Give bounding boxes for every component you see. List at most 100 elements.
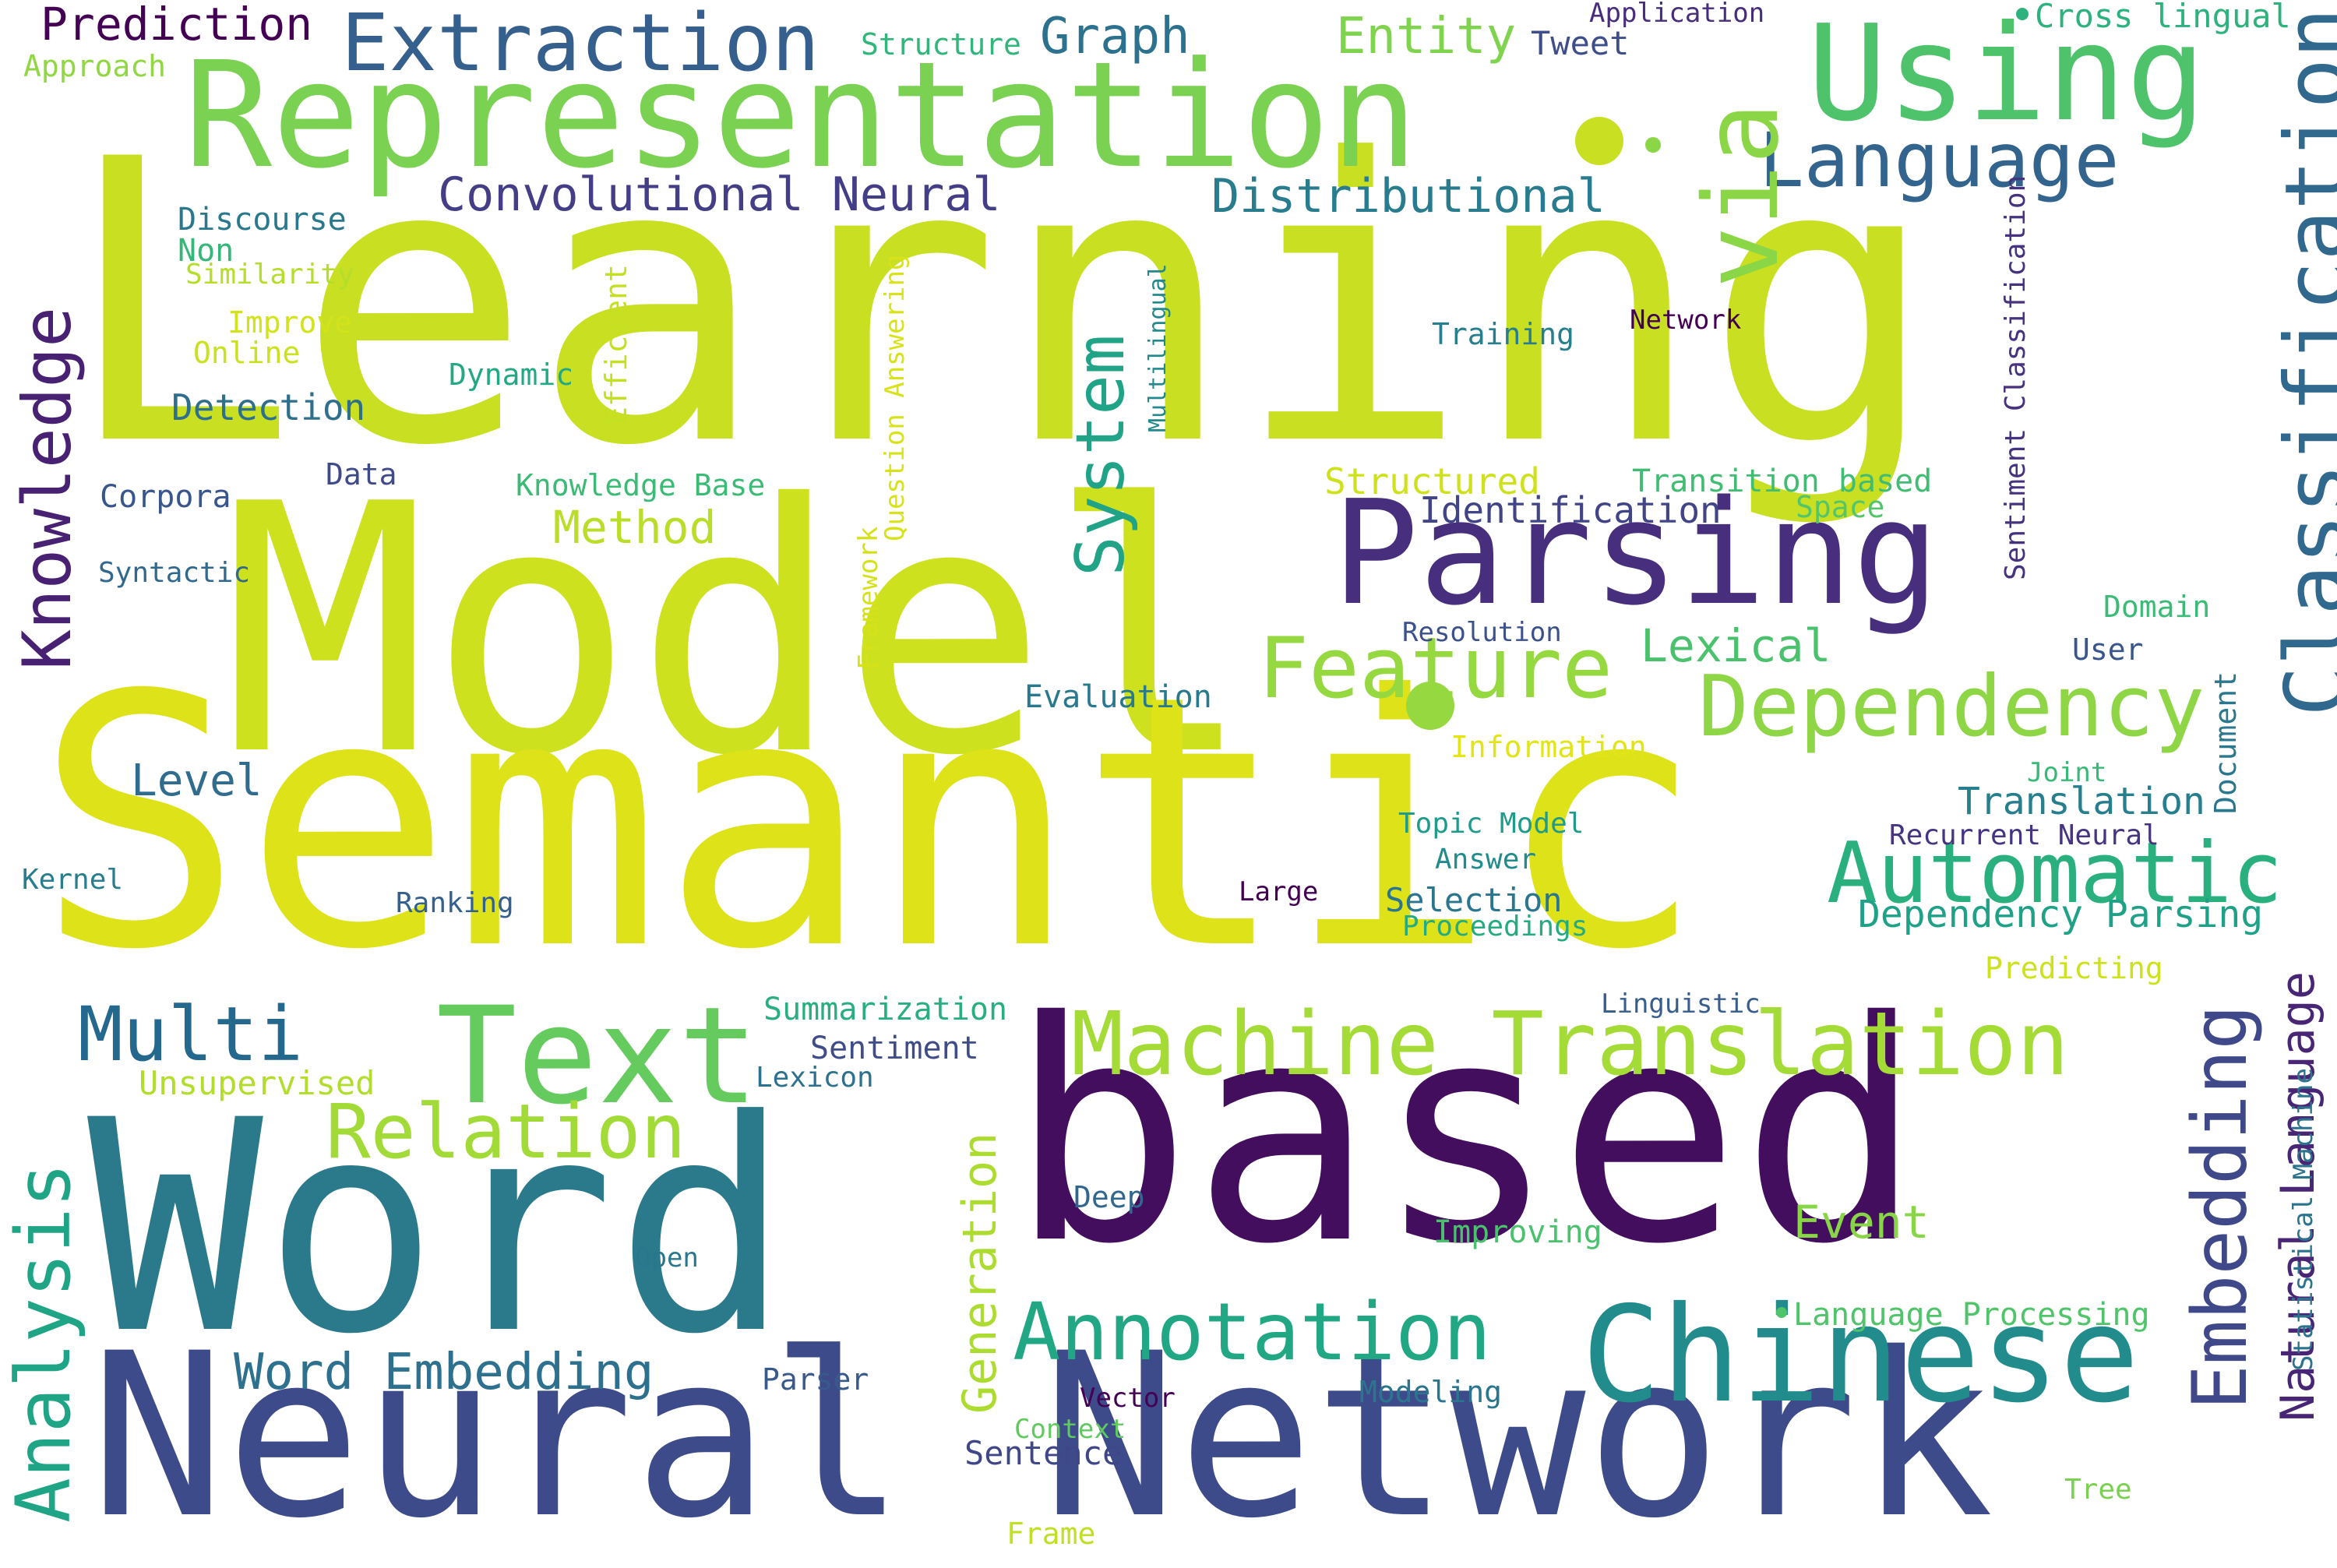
word-kernel: Kernel	[22, 864, 124, 896]
word-application: Application	[1589, 0, 1765, 29]
word-network: Network	[1630, 305, 1742, 336]
word-deep: Deep	[1073, 1180, 1145, 1214]
word-knowledge: Knowledge	[9, 307, 86, 670]
word-joint: Joint	[2027, 757, 2107, 788]
word-similarity: Similarity	[185, 259, 354, 291]
word-discourse: Discourse	[178, 202, 347, 238]
word-non: Non	[178, 233, 234, 269]
word-answer: Answer	[1435, 844, 1537, 876]
word-large: Large	[1239, 876, 1319, 907]
word-chinese: Chinese	[1581, 1278, 2140, 1432]
word-improving: Improving	[1433, 1214, 1602, 1250]
word-structured: Structured	[1324, 460, 1540, 502]
word-sentence: Sentence	[964, 1434, 1123, 1472]
word-context: Context	[1014, 1414, 1126, 1445]
word-learning: Learning	[62, 77, 1939, 530]
word-dependency-parsing: Dependency Parsing	[1858, 893, 2264, 936]
word-based: based	[1009, 957, 1923, 1310]
word-frame: Frame	[1006, 1517, 1096, 1551]
word-translation: Translation	[1958, 780, 2205, 823]
word-user: User	[2072, 632, 2144, 667]
word-machine-translation: Machine Translation	[1071, 994, 2070, 1095]
word-summarization: Summarization	[763, 992, 1008, 1027]
word-system: System	[1062, 334, 1140, 576]
word-word: Word	[87, 1059, 791, 1398]
word-cross-lingual: Cross lingual	[2035, 0, 2291, 35]
word-representation: Representation	[184, 30, 1419, 201]
word-tweet: Tweet	[1531, 24, 1630, 62]
word-method: Method	[553, 501, 717, 554]
word-linguistic: Linguistic	[1601, 988, 1761, 1020]
word-structure: Structure	[861, 27, 1021, 62]
word-space: Space	[1796, 490, 1885, 524]
word-neural-network: Neural Network	[90, 1305, 1994, 1568]
word-distributional: Distributional	[1211, 169, 1606, 224]
word-multilingual: Multilingual	[1144, 263, 1172, 432]
word-graph: Graph	[1040, 8, 1190, 65]
word-text: Text	[436, 978, 760, 1134]
word-domain: Domain	[2103, 590, 2211, 624]
word-generation: Generation	[953, 1132, 1007, 1414]
word-automatic: Automatic	[1827, 825, 2283, 922]
word-language-processing: Language Processing	[1793, 1297, 2150, 1333]
word-unsupervised: Unsupervised	[139, 1064, 375, 1102]
word-efficient: Efficient	[599, 264, 633, 425]
word-training: Training	[1432, 317, 1575, 351]
word-syntactic: Syntactic	[98, 557, 251, 589]
word-lexical: Lexical	[1641, 619, 1831, 672]
word-parsing: Parsing	[1332, 469, 1940, 637]
word-knowledge-base: Knowledge Base	[516, 468, 766, 502]
word-entity: Entity	[1336, 8, 1517, 65]
word-parser: Parser	[762, 1362, 869, 1397]
word-transition-based: Transition based	[1632, 463, 1933, 499]
word-detection: Detection	[171, 386, 366, 428]
word-identification: Identification	[1419, 489, 1722, 531]
word-proceedings: Proceedings	[1402, 911, 1588, 943]
word-dynamic: Dynamic	[449, 358, 574, 392]
word-evaluation: Evaluation	[1024, 679, 1212, 715]
dot-5	[1776, 1307, 1787, 1318]
word-approach: Approach	[23, 49, 167, 83]
word-relation: Relation	[326, 1088, 686, 1175]
word-level: Level	[131, 756, 263, 806]
word-lexicon: Lexicon	[756, 1062, 874, 1094]
word-ranking: Ranking	[396, 887, 514, 919]
word-vector: Vector	[1080, 1383, 1176, 1414]
word-predicting: Predicting	[1985, 951, 2163, 985]
word-data: Data	[326, 457, 397, 492]
word-extraction: Extraction	[341, 0, 820, 90]
word-via: via	[1682, 102, 1802, 288]
word-multi: Multi	[78, 991, 303, 1078]
word-sentiment: Sentiment	[810, 1031, 979, 1066]
dot-4	[2016, 8, 2029, 20]
dot-2	[1406, 682, 1454, 730]
word-modeling: Modeling	[1359, 1375, 1503, 1409]
word-word-embedding: Word Embedding	[234, 1344, 654, 1401]
word-annotation: Annotation	[1013, 1286, 1492, 1379]
word-statistical-machine: Statistical Machine	[2288, 1068, 2319, 1371]
word-online: Online	[193, 336, 301, 370]
word-classification: Classification	[2268, 7, 2337, 717]
word-corpora: Corpora	[100, 479, 231, 515]
word-event: Event	[1793, 1196, 1930, 1249]
word-embedding: Embedding	[2177, 1004, 2264, 1410]
word-language: Language	[1759, 117, 2120, 204]
word-convolutional-neural: Convolutional Neural	[438, 167, 1001, 222]
word-document: Document	[2208, 671, 2243, 814]
word-question-answering: Question Answering	[879, 254, 911, 541]
word-improve: Improve	[227, 305, 353, 340]
word-information: Information	[1450, 730, 1647, 764]
word-recurrent-neural: Recurrent Neural	[1889, 819, 2159, 851]
dot-1	[1575, 117, 1623, 165]
word-analysis: Analysis	[0, 1162, 87, 1523]
word-framework: Framework	[853, 526, 884, 670]
word-sentiment-classification: Sentiment Classification	[2000, 174, 2032, 580]
word-using: Using	[1807, 0, 2206, 151]
word-resolution: Resolution	[1402, 617, 1562, 648]
word-tree: Tree	[2064, 1474, 2132, 1506]
word-dependency: Dependency	[1698, 658, 2205, 756]
word-topic-model: Topic Model	[1398, 808, 1584, 840]
word-prediction: Prediction	[41, 0, 313, 51]
word-open: Open	[635, 1242, 699, 1274]
